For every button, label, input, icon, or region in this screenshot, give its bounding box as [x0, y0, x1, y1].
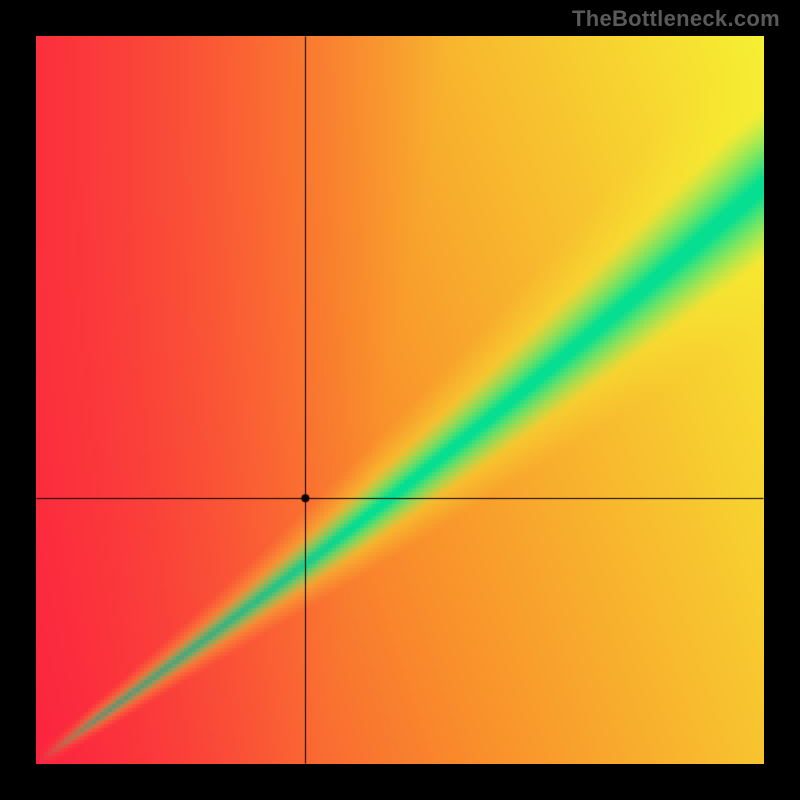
chart-container: TheBottleneck.com [0, 0, 800, 800]
plot-area [36, 36, 764, 764]
heatmap-canvas [36, 36, 764, 764]
watermark-text: TheBottleneck.com [572, 6, 780, 32]
